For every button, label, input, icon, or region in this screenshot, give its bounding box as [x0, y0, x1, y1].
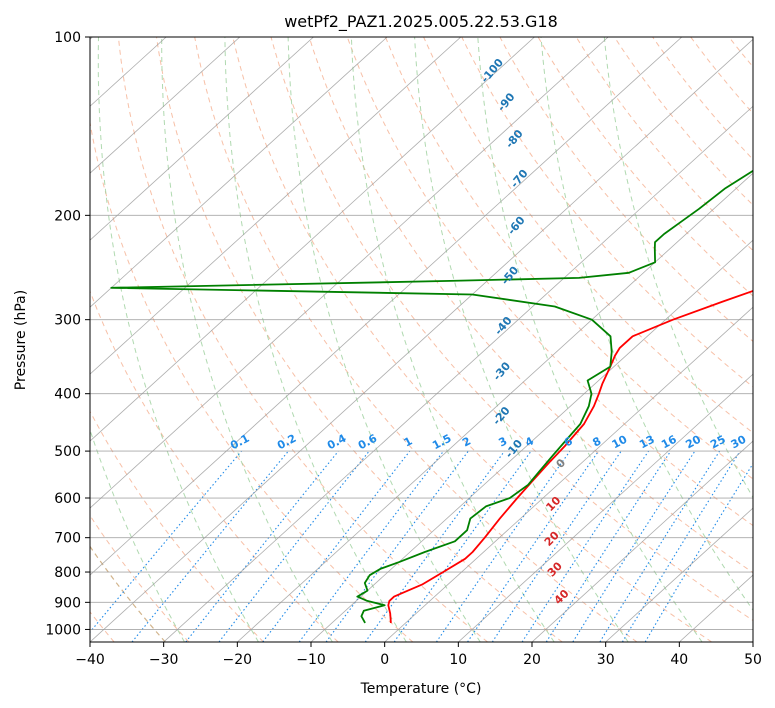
- y-axis-label: Pressure (hPa): [13, 290, 29, 390]
- mixing-ratio-line: [218, 450, 370, 642]
- mixing-ratio-label: 10: [610, 433, 630, 452]
- isotherm: [90, 37, 609, 509]
- y-tick-label: 600: [54, 491, 81, 507]
- moist-adiabat: [540, 37, 753, 611]
- y-tick-label: 800: [54, 565, 81, 581]
- x-tick-label: 10: [449, 652, 467, 668]
- mixing-ratio-line: [131, 450, 289, 642]
- dry-adiabat: [537, 37, 753, 297]
- isotherm: [605, 507, 753, 642]
- mixing-ratio-line: [393, 450, 532, 642]
- y-tick-label: 300: [54, 313, 81, 329]
- moist-adiabat: [350, 37, 555, 642]
- background-lines: [90, 37, 753, 642]
- x-tick-label: 50: [744, 652, 762, 668]
- dry-adiabat: [90, 119, 414, 642]
- mixing-ratio-line: [572, 450, 696, 642]
- mixing-ratio-line: [621, 450, 741, 642]
- dry-adiabat: [117, 37, 488, 642]
- isotherm: [90, 37, 462, 375]
- mixing-ratio-label: 25: [708, 433, 728, 452]
- moist-adiabat: [224, 37, 407, 642]
- mixing-ratio-label: 16: [659, 433, 679, 452]
- y-tick-label: 1000: [45, 622, 81, 638]
- x-tick-label: −30: [149, 652, 179, 668]
- x-tick-label: 30: [597, 652, 615, 668]
- chart-title: wetPf2_PAZ1.2025.005.22.53.G18: [284, 12, 558, 32]
- mixing-ratio-label: 20: [683, 433, 703, 452]
- isotherm: [90, 37, 241, 174]
- mixing-ratio-line: [185, 450, 339, 642]
- mixing-ratio-line: [545, 450, 672, 642]
- mixing-ratio-label: 30: [729, 433, 749, 452]
- dry-adiabat: [194, 37, 638, 642]
- mixing-ratio-line: [364, 450, 505, 642]
- isotherm: [384, 306, 753, 642]
- y-axis: 100 200 300 400 500 600 700 800 900 1000: [45, 30, 90, 638]
- mixing-ratio-line: [467, 450, 599, 642]
- isotherm: [310, 239, 753, 642]
- dewpoint-line: [110, 169, 753, 624]
- isotherm: [90, 37, 314, 241]
- mixing-ratio-line: [262, 450, 411, 642]
- isotherm: [237, 172, 753, 642]
- moist-adiabat: [414, 37, 629, 642]
- temperature-line: [387, 289, 753, 623]
- y-tick-label: 200: [54, 208, 81, 224]
- dry-adiabat: [90, 289, 339, 642]
- moist-adiabat: [287, 37, 481, 642]
- dry-adiabat: [499, 37, 753, 343]
- mixing-ratio-line: [599, 450, 721, 642]
- mixing-ratio-line: [90, 450, 242, 633]
- mixing-ratio-label: 13: [637, 433, 657, 452]
- x-tick-label: 0: [380, 652, 389, 668]
- dry-adiabat: [270, 37, 753, 622]
- dry-adiabat: [346, 37, 753, 527]
- moist-adiabat: [97, 37, 259, 642]
- x-tick-label: −10: [296, 652, 326, 668]
- moist-adiabat: [603, 37, 753, 499]
- dry-adiabat: [308, 37, 753, 574]
- isotherm: [90, 37, 535, 442]
- dry-adiabat: [232, 37, 712, 642]
- y-tick-label: 400: [54, 387, 81, 403]
- isotherm: [163, 105, 753, 642]
- x-axis: −40 −30 −20 −10 0 10 20 30 40 50: [75, 642, 762, 668]
- profile-lines: [110, 169, 753, 624]
- x-axis-label: Temperature (°C): [360, 681, 482, 697]
- mixing-ratio-line: [435, 450, 571, 642]
- y-tick-label: 100: [54, 30, 81, 46]
- dry-adiabat: [461, 37, 753, 388]
- moist-adiabat: [477, 37, 703, 642]
- isotherm: [531, 440, 753, 642]
- y-tick-label: 900: [54, 595, 81, 611]
- plot-frame: [89, 36, 754, 643]
- y-tick-label: 500: [54, 444, 81, 460]
- isotherm: [90, 37, 683, 576]
- mixing-ratio-line: [644, 462, 753, 642]
- isotherm: [458, 373, 753, 642]
- dry-adiabat: [575, 37, 753, 252]
- x-tick-label: 40: [670, 652, 688, 668]
- x-tick-label: −20: [223, 652, 253, 668]
- isotherm: [90, 37, 388, 308]
- gridlines: [90, 37, 753, 642]
- dry-adiabat: [90, 514, 190, 642]
- x-tick-label: 20: [523, 652, 541, 668]
- y-tick-label: 700: [54, 531, 81, 547]
- isotherm: [90, 38, 753, 642]
- dry-adiabat: [156, 37, 563, 642]
- dry-adiabat: [385, 37, 753, 480]
- x-tick-label: −40: [75, 652, 105, 668]
